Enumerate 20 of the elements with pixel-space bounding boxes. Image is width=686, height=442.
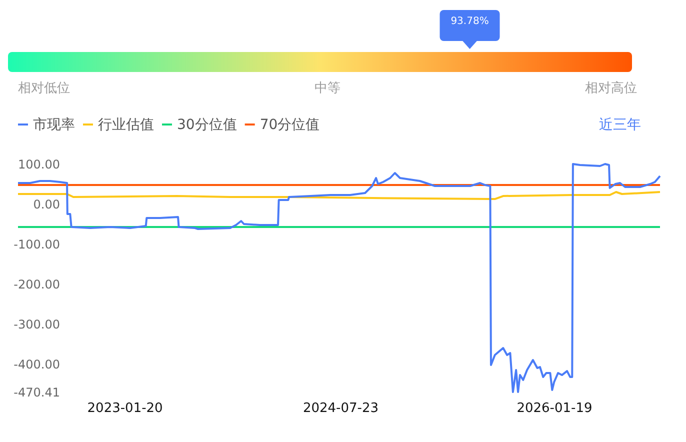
x-tick-label: 2024-07-23 xyxy=(302,401,379,416)
x-tick-label: 2023-01-20 xyxy=(87,401,163,416)
y-tick-label: -470.41 xyxy=(14,386,60,400)
y-tick-label: -300.00 xyxy=(14,318,60,332)
x-tick-label: 2026-01-19 xyxy=(516,401,592,416)
y-tick-label: 0.00 xyxy=(33,198,60,212)
y-tick-label: 100.00 xyxy=(18,158,60,172)
text: 93.78% xyxy=(450,16,489,27)
legend-label: 30分位值 xyxy=(177,117,237,133)
legend-label: 行业估值 xyxy=(98,117,154,133)
legend-label: 70分位值 xyxy=(260,117,320,133)
y-tick-label: -200.00 xyxy=(14,278,60,292)
y-tick-label: -400.00 xyxy=(14,358,60,372)
text: 相对高位 xyxy=(585,80,637,96)
text: 相对低位 xyxy=(18,81,70,96)
text: 中等 xyxy=(314,81,340,96)
y-tick-label: -100.00 xyxy=(14,238,60,252)
line-series xyxy=(17,191,661,200)
text: 近三年 xyxy=(599,117,641,133)
legend-label: 市现率 xyxy=(33,117,75,133)
